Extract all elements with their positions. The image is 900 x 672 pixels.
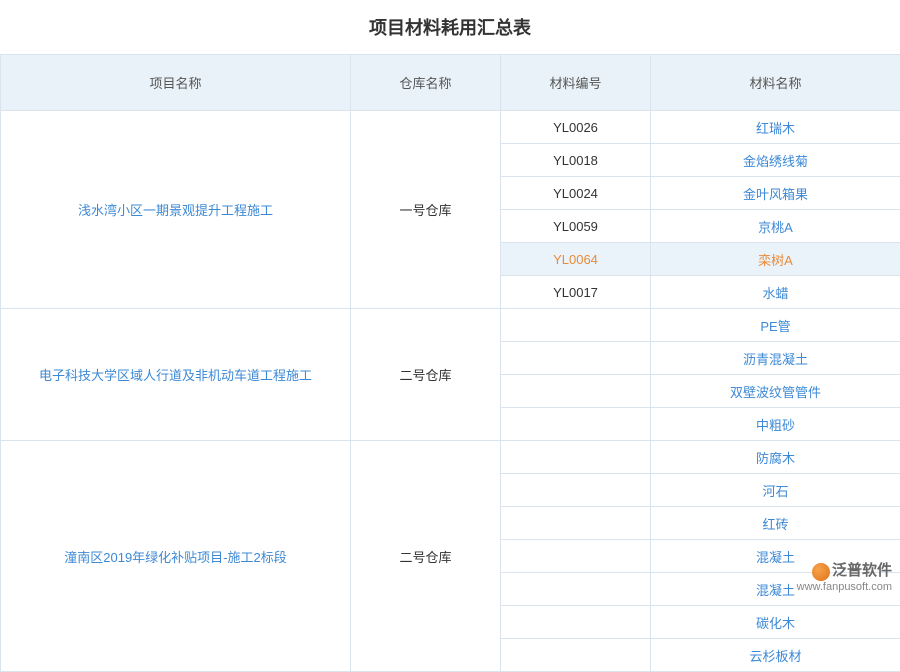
project-cell[interactable]: 电子科技大学区域人行道及非机动车道工程施工	[1, 309, 351, 441]
material-name-cell[interactable]: PE管	[651, 309, 900, 342]
table-header-row: 项目名称 仓库名称 材料编号 材料名称	[1, 55, 900, 111]
material-name-cell[interactable]: 金焰绣线菊	[651, 144, 900, 177]
col-name: 材料名称	[651, 55, 900, 111]
code-cell	[501, 342, 651, 375]
material-name-cell[interactable]: 水蜡	[651, 276, 900, 309]
material-name-cell[interactable]: 混凝土	[651, 573, 900, 606]
material-table: 项目名称 仓库名称 材料编号 材料名称 浅水湾小区一期景观提升工程施工一号仓库Y…	[0, 54, 900, 672]
code-cell: YL0017	[501, 276, 651, 309]
material-name-cell[interactable]: 双壁波纹管管件	[651, 375, 900, 408]
page-title: 项目材料耗用汇总表	[0, 0, 900, 54]
col-code: 材料编号	[501, 55, 651, 111]
warehouse-cell: 一号仓库	[351, 111, 501, 309]
material-name-cell[interactable]: 混凝土	[651, 540, 900, 573]
code-cell	[501, 606, 651, 639]
material-name-cell[interactable]: 云杉板材	[651, 639, 900, 672]
warehouse-cell: 二号仓库	[351, 309, 501, 441]
material-name-cell[interactable]: 红砖	[651, 507, 900, 540]
material-name-cell[interactable]: 金叶风箱果	[651, 177, 900, 210]
code-cell	[501, 309, 651, 342]
table-row: 潼南区2019年绿化补贴项目-施工2标段二号仓库防腐木	[1, 441, 900, 474]
col-project: 项目名称	[1, 55, 351, 111]
code-cell	[501, 408, 651, 441]
material-name-cell[interactable]: 沥青混凝土	[651, 342, 900, 375]
code-cell	[501, 441, 651, 474]
code-cell	[501, 573, 651, 606]
code-cell	[501, 375, 651, 408]
code-cell	[501, 639, 651, 672]
project-cell[interactable]: 浅水湾小区一期景观提升工程施工	[1, 111, 351, 309]
table-row: 浅水湾小区一期景观提升工程施工一号仓库YL0026红瑞木	[1, 111, 900, 144]
warehouse-cell: 二号仓库	[351, 441, 501, 672]
material-name-cell[interactable]: 栾树A	[651, 243, 900, 276]
code-cell: YL0059	[501, 210, 651, 243]
material-name-cell[interactable]: 碳化木	[651, 606, 900, 639]
col-warehouse: 仓库名称	[351, 55, 501, 111]
code-cell	[501, 540, 651, 573]
material-name-cell[interactable]: 京桃A	[651, 210, 900, 243]
code-cell: YL0024	[501, 177, 651, 210]
material-name-cell[interactable]: 红瑞木	[651, 111, 900, 144]
code-cell	[501, 507, 651, 540]
material-name-cell[interactable]: 中粗砂	[651, 408, 900, 441]
material-name-cell[interactable]: 防腐木	[651, 441, 900, 474]
code-cell: YL0026	[501, 111, 651, 144]
code-cell: YL0018	[501, 144, 651, 177]
code-cell: YL0064	[501, 243, 651, 276]
material-name-cell[interactable]: 河石	[651, 474, 900, 507]
code-cell	[501, 474, 651, 507]
project-cell[interactable]: 潼南区2019年绿化补贴项目-施工2标段	[1, 441, 351, 672]
table-row: 电子科技大学区域人行道及非机动车道工程施工二号仓库PE管	[1, 309, 900, 342]
